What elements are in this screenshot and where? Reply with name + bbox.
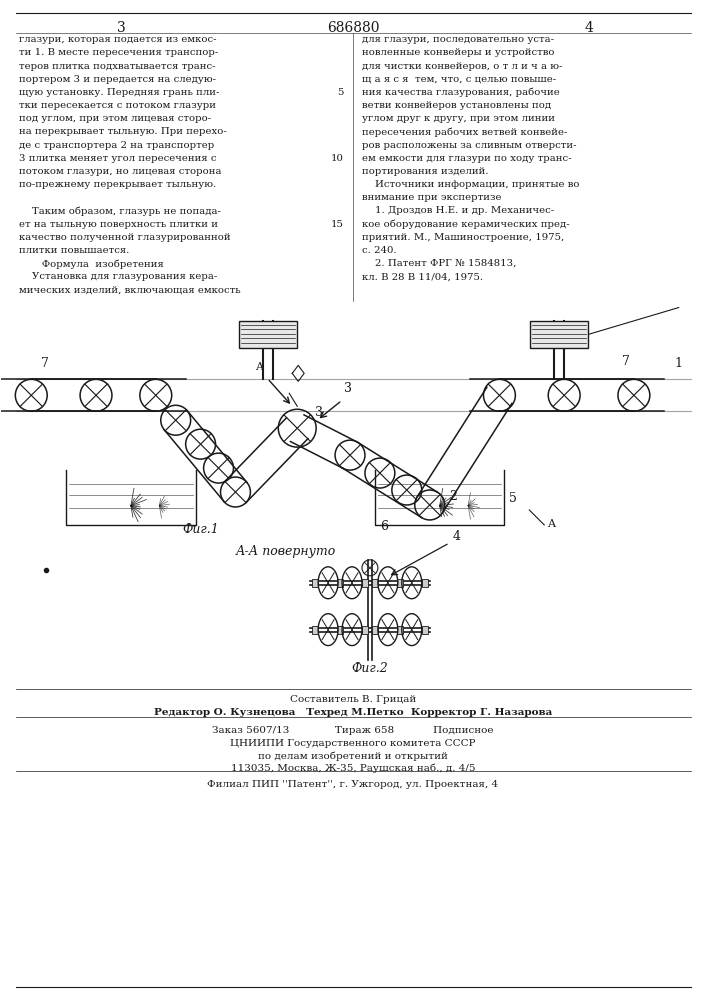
Text: ет на тыльную поверхность плитки и: ет на тыльную поверхность плитки и <box>19 220 218 229</box>
Text: 3: 3 <box>117 21 125 35</box>
Bar <box>422 579 428 587</box>
Text: пересечения рабочих ветвей конвейе-: пересечения рабочих ветвей конвейе- <box>362 127 567 137</box>
Text: 113035, Москва, Ж-35, Раушская наб., д. 4/5: 113035, Москва, Ж-35, Раушская наб., д. … <box>230 763 475 773</box>
Text: под углом, при этом лицевая сторо-: под углом, при этом лицевая сторо- <box>19 114 211 123</box>
Text: кое оборудование керамических пред-: кое оборудование керамических пред- <box>362 220 570 229</box>
Text: 4: 4 <box>585 21 593 35</box>
Bar <box>362 579 368 587</box>
Text: плитки повышается.: плитки повышается. <box>19 246 129 255</box>
Text: мических изделий, включающая емкость: мических изделий, включающая емкость <box>19 285 241 294</box>
Text: 3: 3 <box>344 382 352 395</box>
Text: 3: 3 <box>315 406 323 419</box>
Bar <box>337 579 343 587</box>
Text: глазури, которая подается из емкос-: глазури, которая подается из емкос- <box>19 35 217 44</box>
Text: ем емкости для глазури по ходу транс-: ем емкости для глазури по ходу транс- <box>362 154 571 163</box>
Bar <box>240 320 297 348</box>
Text: внимание при экспертизе: внимание при экспертизе <box>362 193 501 202</box>
Text: Источники информации, принятые во: Источники информации, принятые во <box>362 180 580 189</box>
Text: Фиг.1: Фиг.1 <box>182 523 219 536</box>
Text: ЦНИИПИ Государственного комитета СССР: ЦНИИПИ Государственного комитета СССР <box>230 739 476 748</box>
Text: Фиг.2: Фиг.2 <box>351 662 388 675</box>
Bar <box>397 626 403 634</box>
Text: Формула  изобретения: Формула изобретения <box>19 259 164 269</box>
Text: теров плитка подхватывается транс-: теров плитка подхватывается транс- <box>19 62 216 71</box>
Bar <box>530 320 588 348</box>
Text: приятий. М., Машиностроение, 1975,: приятий. М., Машиностроение, 1975, <box>362 233 564 242</box>
Text: потоком глазури, но лицевая сторона: потоком глазури, но лицевая сторона <box>19 167 222 176</box>
Text: щ а я с я  тем, что, с целью повыше-: щ а я с я тем, что, с целью повыше- <box>362 75 556 84</box>
Bar <box>312 626 318 634</box>
Text: 7: 7 <box>622 355 630 368</box>
Text: Установка для глазурования кера-: Установка для глазурования кера- <box>19 272 218 281</box>
Text: A: A <box>547 519 555 529</box>
Text: новленные конвейеры и устройство: новленные конвейеры и устройство <box>362 48 554 57</box>
Text: по делам изобретений и открытий: по делам изобретений и открытий <box>258 751 448 761</box>
Text: портером 3 и передается на следую-: портером 3 и передается на следую- <box>19 75 216 84</box>
Text: 2: 2 <box>450 490 457 503</box>
Text: 6: 6 <box>380 520 388 533</box>
Text: качество полученной глазурированной: качество полученной глазурированной <box>19 233 231 242</box>
Text: тки пересекается с потоком глазури: тки пересекается с потоком глазури <box>19 101 216 110</box>
Text: 3 плитка меняет угол пересечения с: 3 плитка меняет угол пересечения с <box>19 154 217 163</box>
Text: де с транспортера 2 на транспортер: де с транспортера 2 на транспортер <box>19 141 214 150</box>
Text: Таким образом, глазурь не попада-: Таким образом, глазурь не попада- <box>19 206 221 216</box>
Text: 1: 1 <box>674 357 683 370</box>
Text: кл. В 28 В 11/04, 1975.: кл. В 28 В 11/04, 1975. <box>362 272 483 281</box>
Text: на перекрывает тыльную. При перехо-: на перекрывает тыльную. При перехо- <box>19 127 227 136</box>
Text: А-А повернуто: А-А повернуто <box>235 545 336 558</box>
Text: ветви конвейеров установлены под: ветви конвейеров установлены под <box>362 101 551 110</box>
Bar <box>372 579 378 587</box>
Bar <box>312 579 318 587</box>
Text: 4: 4 <box>452 530 460 543</box>
Text: 10: 10 <box>331 154 344 163</box>
Bar <box>362 626 368 634</box>
Text: портирования изделий.: портирования изделий. <box>362 167 489 176</box>
Text: Заказ 5607/13              Тираж 658            Подписное: Заказ 5607/13 Тираж 658 Подписное <box>212 726 493 735</box>
Text: 5: 5 <box>338 88 344 97</box>
Bar <box>372 626 378 634</box>
Text: 5: 5 <box>509 492 518 505</box>
Text: с. 240.: с. 240. <box>362 246 397 255</box>
Text: ти 1. В месте пересечения транспор-: ти 1. В месте пересечения транспор- <box>19 48 218 57</box>
Text: ния качества глазурования, рабочие: ния качества глазурования, рабочие <box>362 88 560 97</box>
Text: 686880: 686880 <box>327 21 379 35</box>
Text: Составитель В. Грицай: Составитель В. Грицай <box>290 695 416 704</box>
Text: Филиал ПИП ''Патент'', г. Ужгород, ул. Проектная, 4: Филиал ПИП ''Патент'', г. Ужгород, ул. П… <box>207 780 498 789</box>
Text: 2. Патент ФРГ № 1584813,: 2. Патент ФРГ № 1584813, <box>362 259 516 268</box>
Text: углом друг к другу, при этом линии: углом друг к другу, при этом линии <box>362 114 555 123</box>
Text: щую установку. Передняя грань пли-: щую установку. Передняя грань пли- <box>19 88 220 97</box>
Bar <box>397 579 403 587</box>
Text: ров расположены за сливным отверсти-: ров расположены за сливным отверсти- <box>362 141 576 150</box>
Text: для глазури, последовательно уста-: для глазури, последовательно уста- <box>362 35 554 44</box>
Text: Редактор О. Кузнецова   Техред М.Петко  Корректор Г. Назарова: Редактор О. Кузнецова Техред М.Петко Кор… <box>154 708 552 717</box>
Text: 1. Дроздов Н.Е. и др. Механичес-: 1. Дроздов Н.Е. и др. Механичес- <box>362 206 554 215</box>
Text: по-прежнему перекрывает тыльную.: по-прежнему перекрывает тыльную. <box>19 180 216 189</box>
Text: 15: 15 <box>331 220 344 229</box>
Bar <box>422 626 428 634</box>
Bar <box>337 626 343 634</box>
Text: 7: 7 <box>41 357 49 370</box>
Text: A: A <box>255 362 264 372</box>
Text: для чистки конвейеров, о т л и ч а ю-: для чистки конвейеров, о т л и ч а ю- <box>362 62 562 71</box>
